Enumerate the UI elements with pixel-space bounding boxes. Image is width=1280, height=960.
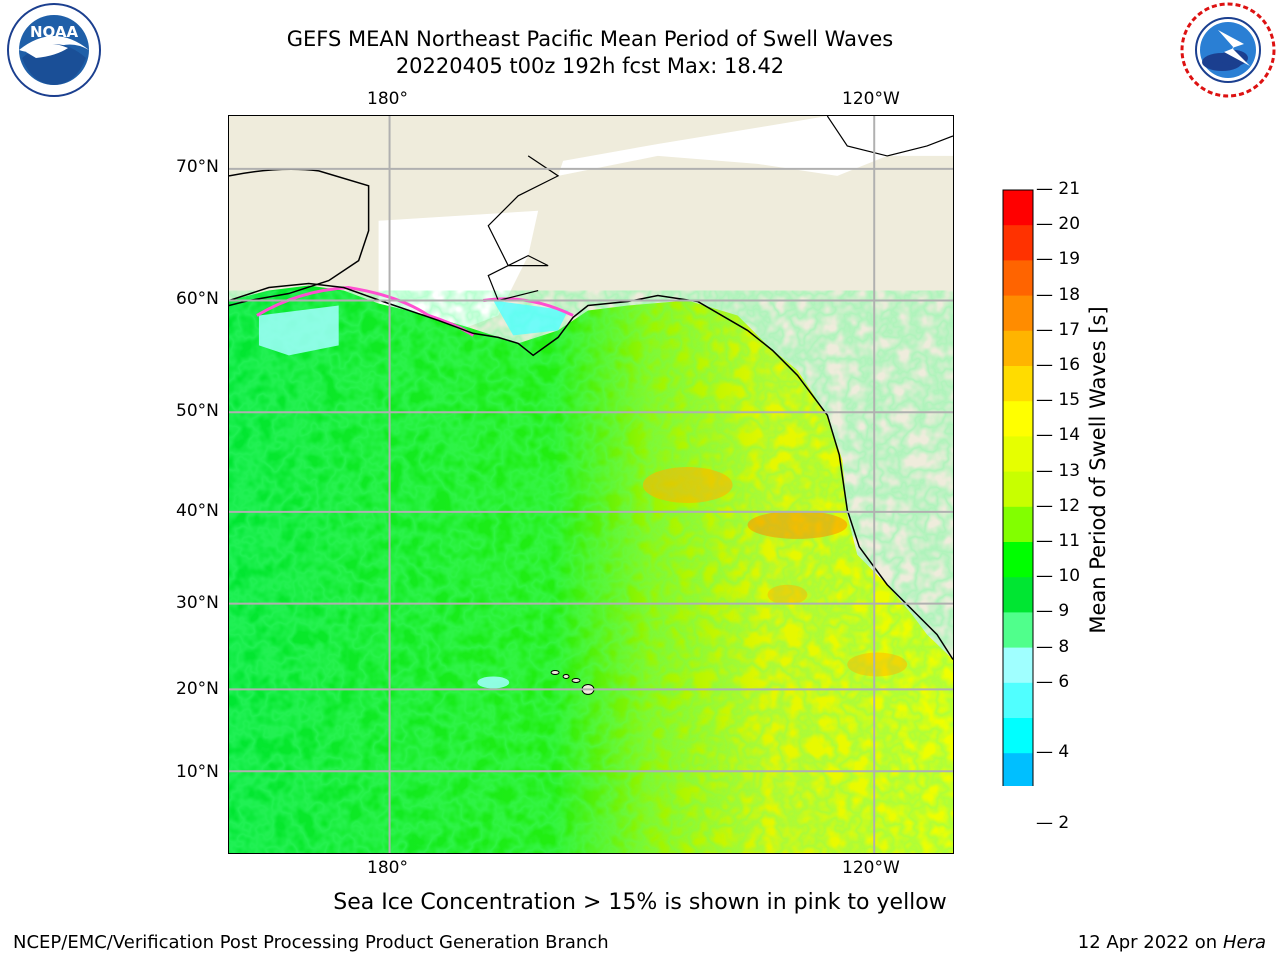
colorbar-tick-label: — 9 xyxy=(1036,601,1070,622)
colorbar-tick-label: — 8 xyxy=(1036,636,1070,657)
colorbar-tick-label: — 11 xyxy=(1036,531,1081,551)
colorbar-tick-label: — 10 xyxy=(1036,566,1081,587)
colorbar-tick-label: — 20 xyxy=(1036,214,1081,235)
coastline xyxy=(229,282,953,660)
chart-title: GEFS MEAN Northeast Pacific Mean Period … xyxy=(286,27,894,51)
lat-label-70n: 70°N xyxy=(176,157,219,177)
date-label: 12 Apr 2022 on xyxy=(1077,932,1218,953)
lat-label-10n: 10°N xyxy=(176,762,219,782)
colorbar-title: Mean Period of Swell Waves [s] xyxy=(1086,306,1110,634)
colorbar-tick-label: — 2 xyxy=(1036,812,1070,833)
date-text: 12 Apr 2022 on Hera xyxy=(1078,932,1266,953)
colorbar-band xyxy=(1003,682,1033,719)
colorbar-tick-label: — 6 xyxy=(1036,671,1070,692)
colorbar-tick-label: — 15 xyxy=(1036,390,1081,411)
colorbar-band xyxy=(1003,260,1033,297)
colorbar-band xyxy=(1003,295,1033,332)
lat-label-30n: 30°N xyxy=(176,593,219,613)
colorbar-tick-label: — 19 xyxy=(1036,249,1081,270)
noaa-logo-text: NOAA xyxy=(30,23,79,41)
national-weather-service-logo xyxy=(1180,2,1276,98)
colorbar-band xyxy=(1003,612,1033,649)
lat-label-20n: 20°N xyxy=(176,679,219,699)
colorbar-band xyxy=(1003,436,1033,473)
colorbar-band xyxy=(1003,190,1033,226)
colorbar-tick-label: — 21 xyxy=(1036,179,1081,199)
sea-ice-note: Sea Ice Concentration > 15% is shown in … xyxy=(333,890,947,915)
colorbar-band xyxy=(1003,577,1033,613)
colorbar-band xyxy=(1003,471,1033,508)
colorbar-band xyxy=(1003,330,1033,367)
map-plot xyxy=(228,115,954,854)
chart-subtitle: 20220405 t00z 192h fcst Max: 18.42 xyxy=(395,54,785,78)
noaa-logo: NOAA xyxy=(7,3,101,97)
colorbar-band xyxy=(1003,718,1033,754)
colorbar-tick-label: — 4 xyxy=(1036,742,1070,763)
colorbar-outline xyxy=(1002,189,1034,786)
colorbar-band xyxy=(1003,366,1033,402)
lat-label-40n: 40°N xyxy=(176,501,219,521)
colorbar-tick-label: — 18 xyxy=(1036,284,1081,305)
arctic-ocean xyxy=(558,116,953,176)
colorbar-tick-label: — 16 xyxy=(1036,355,1081,375)
colorbar-band xyxy=(1003,401,1033,437)
graticule xyxy=(229,116,953,853)
credit-text: NCEP/EMC/Verification Post Processing Pr… xyxy=(13,932,609,953)
colorbar-band xyxy=(1003,647,1033,684)
colorbar xyxy=(1002,189,1034,786)
lat-label-50n: 50°N xyxy=(176,401,219,421)
colorbar-tick-label: — 17 xyxy=(1036,319,1081,340)
top-lon-label-180: 180° xyxy=(367,89,408,109)
colorbar-tick-label: — 12 xyxy=(1036,495,1081,516)
colorbar-band xyxy=(1003,542,1033,578)
bottom-lon-label-180: 180° xyxy=(367,858,408,878)
top-lon-label-120w: 120°W xyxy=(842,89,900,109)
colorbar-tick-label: — 14 xyxy=(1036,425,1081,446)
system-name: Hera xyxy=(1222,932,1266,953)
lat-label-60n: 60°N xyxy=(176,289,219,309)
bottom-lon-label-120w: 120°W xyxy=(842,858,900,878)
colorbar-band xyxy=(1003,753,1033,786)
colorbar-band xyxy=(1003,225,1033,261)
colorbar-tick-label: — 13 xyxy=(1036,460,1081,481)
colorbar-band xyxy=(1003,506,1033,543)
